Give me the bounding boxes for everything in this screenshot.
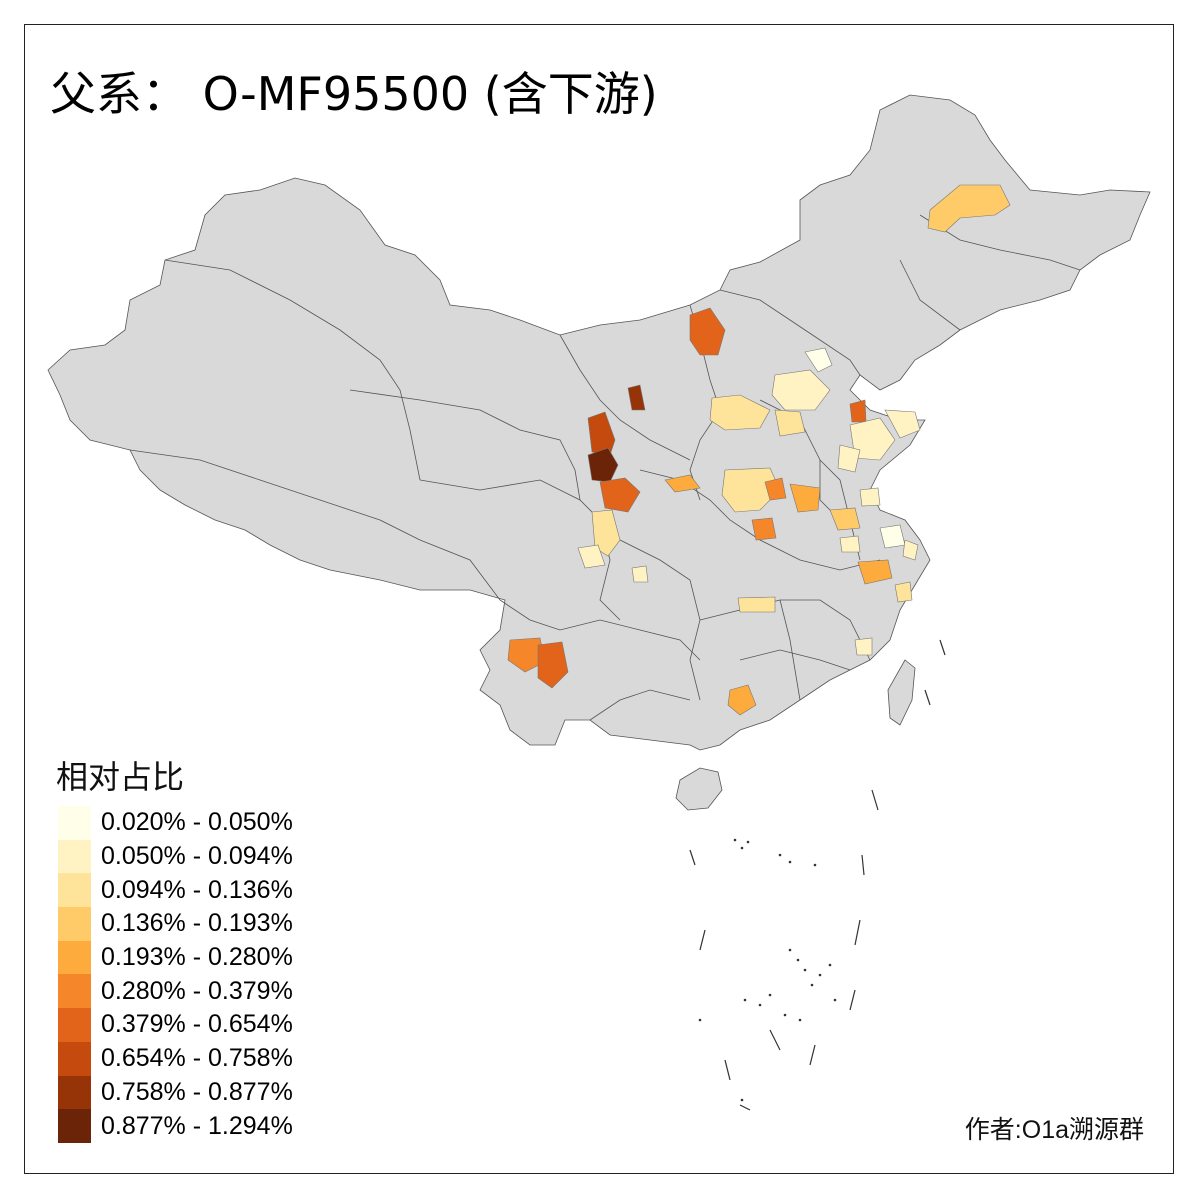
legend-swatch	[58, 1008, 91, 1042]
legend-swatch	[58, 974, 91, 1009]
region-henan-south	[751, 517, 777, 541]
taiwan-island	[887, 659, 916, 726]
legend-label: 0.193% - 0.280%	[101, 943, 293, 972]
region-hebei-1	[771, 369, 831, 411]
legend-label: 0.094% - 0.136%	[101, 875, 293, 904]
region-chongqing	[631, 565, 649, 583]
legend-item: 0.094% - 0.136%	[58, 873, 293, 908]
region-sichuan-west	[577, 544, 606, 569]
region-inner-mongolia-baotou	[689, 307, 726, 356]
region-anhui-3	[857, 559, 893, 585]
region-shandong-3	[837, 444, 861, 473]
region-sichuan-north	[591, 509, 621, 557]
legend-item: 0.877% - 1.294%	[58, 1109, 293, 1143]
region-zhejiang	[894, 581, 913, 603]
region-jiangsu-3	[902, 539, 919, 561]
legend-item: 0.758% - 0.877%	[58, 1075, 293, 1110]
region-shandong-2	[884, 409, 921, 439]
legend-label: 0.877% - 1.294%	[101, 1111, 293, 1140]
legend-label: 0.136% - 0.193%	[101, 909, 293, 938]
region-anhui-2	[839, 535, 861, 553]
region-gansu-north	[587, 411, 616, 456]
region-guangxi	[727, 684, 757, 716]
region-henan-3	[789, 483, 821, 513]
legend-swatch	[58, 873, 91, 908]
legend-swatch	[58, 839, 91, 874]
legend: 0.020% - 0.050% 0.050% - 0.094% 0.094% - 0…	[58, 806, 293, 1143]
region-heilongjiang	[927, 184, 1011, 233]
region-gansu-lanzhou	[587, 447, 619, 483]
legend-label: 0.379% - 0.654%	[101, 1010, 293, 1039]
region-beijing	[804, 347, 833, 373]
scattered-islets	[698, 838, 837, 1102]
region-hunan	[737, 596, 776, 613]
region-gansu-south	[599, 477, 641, 513]
legend-label: 0.020% - 0.050%	[101, 808, 293, 837]
legend-item: 0.193% - 0.280%	[58, 940, 293, 975]
region-henan-1	[721, 467, 781, 513]
region-jiangsu-1	[859, 487, 881, 507]
legend-label: 0.050% - 0.094%	[101, 842, 293, 871]
region-ningxia-north	[627, 384, 646, 411]
south-china-sea-islands	[689, 639, 946, 1111]
legend-item: 0.136% - 0.193%	[58, 907, 293, 941]
legend-item: 0.020% - 0.050%	[58, 806, 293, 840]
region-hebei-2	[774, 409, 806, 437]
legend-swatch	[58, 940, 91, 975]
hainan-island	[675, 767, 723, 811]
legend-title: 相对占比	[56, 758, 185, 796]
legend-swatch	[58, 1109, 91, 1143]
region-henan-2	[764, 477, 787, 501]
region-yunnan-1	[507, 637, 546, 673]
legend-item: 0.654% - 0.758%	[58, 1041, 293, 1076]
legend-swatch	[58, 1075, 91, 1110]
legend-item: 0.050% - 0.094%	[58, 839, 293, 874]
legend-item: 0.379% - 0.654%	[58, 1008, 293, 1042]
data-regions	[507, 184, 1011, 716]
legend-swatch	[58, 806, 91, 840]
region-fujian	[854, 637, 873, 656]
region-shanxi-1	[709, 394, 771, 431]
legend-swatch	[58, 1041, 91, 1076]
legend-swatch	[58, 907, 91, 941]
map-title: 父系： O-MF95500 (含下游)	[50, 67, 658, 121]
author-credit: 作者:O1a溯源群	[964, 1116, 1144, 1144]
region-tianjin	[849, 399, 867, 423]
legend-item: 0.280% - 0.379%	[58, 974, 293, 1009]
region-anhui-1	[829, 507, 861, 531]
legend-label: 0.654% - 0.758%	[101, 1044, 293, 1073]
legend-label: 0.758% - 0.877%	[101, 1077, 293, 1106]
region-shanxi-2	[664, 474, 701, 493]
region-yunnan-2	[537, 641, 569, 689]
legend-label: 0.280% - 0.379%	[101, 976, 293, 1005]
